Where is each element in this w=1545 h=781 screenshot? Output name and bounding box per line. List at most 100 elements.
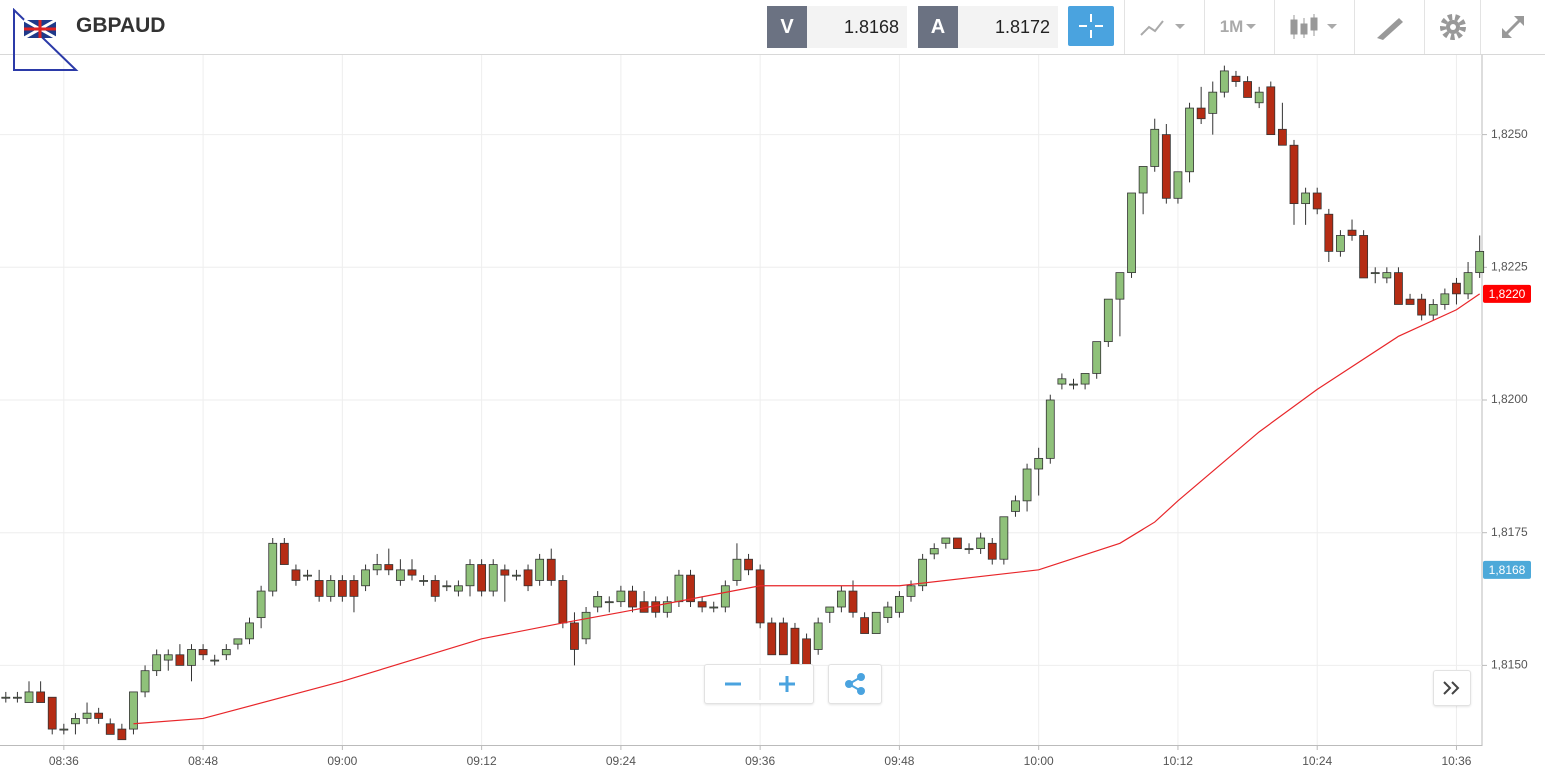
candle-body	[210, 659, 220, 662]
candle-body	[697, 601, 707, 608]
candle-body	[1034, 457, 1044, 470]
candle-body	[1045, 399, 1055, 459]
candle-body	[1069, 383, 1078, 386]
candle-body	[24, 691, 34, 703]
scroll-end-button[interactable]	[1433, 670, 1471, 706]
candle-body	[430, 580, 440, 597]
candle-body	[488, 564, 498, 592]
candle-body	[953, 537, 962, 550]
bid-label[interactable]: V	[767, 6, 807, 48]
candle-body	[13, 696, 22, 699]
chart-type-button[interactable]	[1124, 0, 1204, 54]
x-tick-label: 09:00	[327, 754, 357, 768]
candle-body	[744, 558, 753, 571]
candle-body	[860, 617, 869, 634]
candle-body	[82, 712, 92, 719]
x-tick-label: 09:24	[606, 754, 636, 768]
candle-body	[303, 574, 312, 577]
candle-body	[326, 580, 336, 597]
y-tick-label: 1,8225	[1491, 259, 1528, 273]
candle-body	[1103, 298, 1113, 343]
candle-body	[1185, 107, 1194, 173]
y-tick-label: 1,8200	[1491, 392, 1528, 406]
candle-body	[651, 601, 661, 613]
candle-body	[871, 611, 881, 634]
x-tick-label: 09:36	[745, 754, 775, 768]
candle-body	[94, 712, 104, 719]
candle-body	[152, 654, 162, 672]
candle-body	[558, 580, 568, 624]
candle-body	[1219, 70, 1229, 93]
candle-body	[361, 569, 370, 587]
candle-body	[628, 590, 637, 608]
candle-body	[616, 590, 626, 603]
timeframe: 1M	[1219, 17, 1244, 36]
y-tick-label: 1,8250	[1491, 127, 1528, 141]
x-tick-label: 09:48	[884, 754, 914, 768]
candle-body	[1382, 272, 1392, 279]
candle-body	[1161, 134, 1171, 199]
candle-body	[233, 638, 243, 645]
candle-body	[1138, 166, 1148, 194]
candle-body	[187, 649, 196, 666]
ask-label[interactable]: A	[918, 6, 958, 48]
x-tick-label: 10:36	[1441, 754, 1471, 768]
ask-price[interactable]: 1.8172	[958, 6, 1058, 48]
fullscreen-button[interactable]	[1480, 0, 1545, 54]
candle-body	[268, 542, 278, 592]
candle-body	[1417, 298, 1427, 316]
y-tick-label: 1,8175	[1491, 525, 1528, 539]
candle-body	[1428, 304, 1438, 316]
candle-body	[1440, 293, 1450, 305]
bid-price[interactable]: 1.8168	[807, 6, 907, 48]
candle-body	[384, 564, 394, 571]
x-tick-label: 10:00	[1024, 754, 1054, 768]
candle-body	[1475, 250, 1485, 274]
settings-button[interactable]	[1424, 0, 1480, 54]
drawing-button[interactable]	[1354, 0, 1424, 54]
candle-body	[1196, 107, 1206, 120]
candle-body	[117, 728, 127, 741]
candle-body	[279, 542, 289, 565]
candle-body	[755, 569, 765, 624]
candle-body	[1463, 272, 1473, 295]
toolbar: GBPAUD V 1.8168 A 1.8172 1M	[0, 0, 1545, 71]
share-button[interactable]	[828, 664, 882, 704]
candle-body	[1312, 192, 1322, 210]
x-tick-label: 10:12	[1163, 754, 1193, 768]
candle-body	[720, 585, 730, 608]
candle-body	[546, 558, 556, 581]
candle-body	[163, 654, 173, 661]
candle-body	[1394, 272, 1403, 305]
x-tick-label: 09:12	[467, 754, 497, 768]
candle-body	[1254, 91, 1264, 104]
candle-body	[918, 558, 928, 587]
candle-body	[47, 696, 57, 730]
candle-body	[662, 601, 672, 613]
candle-body	[419, 580, 428, 582]
candle-body	[1, 696, 11, 699]
candle-body	[1092, 341, 1102, 374]
candle-body	[570, 622, 579, 650]
candle-body	[1150, 128, 1160, 167]
zoom-in[interactable]	[779, 676, 795, 692]
candle-body	[1127, 192, 1136, 274]
candle-body	[767, 622, 777, 656]
candle-body	[709, 606, 719, 609]
candle-body	[1405, 298, 1415, 305]
candle-body	[929, 548, 939, 555]
timeframe-button[interactable]: 1M	[1204, 0, 1274, 54]
candle-body	[987, 542, 997, 560]
candle-body	[512, 574, 521, 577]
candle-body	[36, 691, 46, 703]
candle-body	[1289, 144, 1299, 205]
candle-body	[1080, 373, 1090, 385]
candle-body	[523, 569, 533, 587]
candle-body	[1022, 468, 1032, 502]
candle-body	[71, 718, 80, 725]
candle-body	[674, 574, 684, 603]
candle-body	[1208, 91, 1218, 114]
candles-button[interactable]	[1274, 0, 1354, 54]
crosshair-button[interactable]	[1068, 6, 1114, 46]
